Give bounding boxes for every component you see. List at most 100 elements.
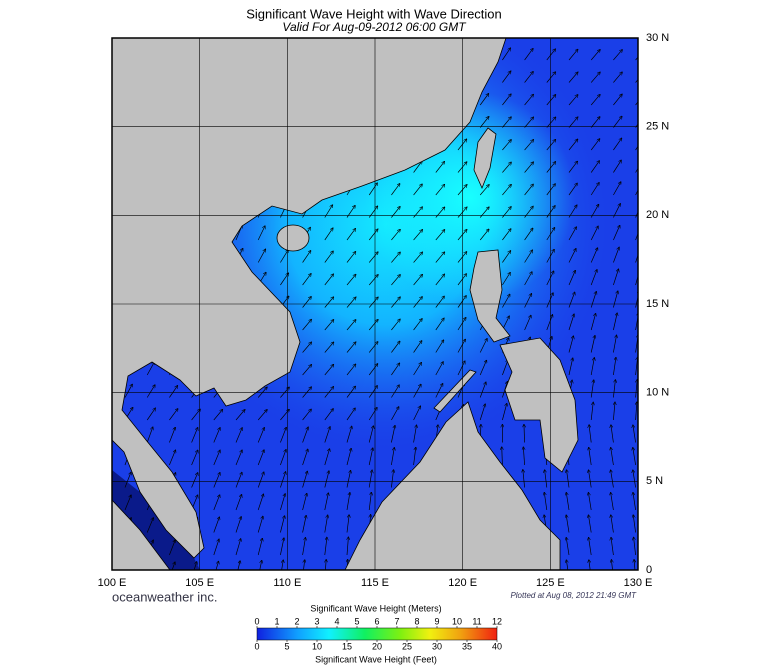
wave-arrow — [589, 447, 592, 466]
wave-arrow — [302, 515, 307, 533]
wave-arrow — [568, 95, 578, 106]
colorbar — [256, 627, 498, 641]
wave-arrow — [325, 560, 326, 570]
wave-arrow — [613, 72, 622, 83]
wave-arrow — [635, 123, 638, 128]
wave-arrow — [368, 470, 372, 488]
wave-arrow — [479, 339, 487, 353]
wave-arrow — [502, 251, 510, 263]
visayas-mindanao — [499, 337, 579, 473]
wave-arrow — [324, 365, 334, 376]
map-frame — [111, 37, 639, 571]
wave-arrow — [546, 140, 556, 151]
wave-arrow — [524, 94, 534, 106]
hainan — [276, 224, 310, 252]
feet-tick-label: 0 — [254, 641, 259, 651]
wave-arrow — [613, 380, 615, 398]
wave-arrow — [545, 470, 548, 488]
wave-arrow — [590, 117, 600, 128]
wave-arrow — [391, 385, 399, 398]
wave-arrow — [635, 145, 638, 151]
wave-arrow — [635, 167, 638, 173]
mainland — [112, 38, 507, 559]
wave-arrow — [590, 358, 594, 376]
taiwan — [473, 127, 497, 190]
wave-arrow — [546, 184, 555, 196]
wave-arrow — [324, 409, 333, 421]
wave-arrow — [568, 161, 577, 173]
meters-tick-label: 8 — [414, 616, 419, 626]
wave-arrow — [303, 560, 305, 570]
wave-arrow — [502, 447, 503, 466]
wave-arrow — [524, 272, 532, 286]
wave-arrow — [568, 183, 577, 196]
wave-arrow — [544, 492, 548, 511]
wave-arrow — [346, 274, 356, 286]
wave-arrow — [611, 560, 613, 570]
wave-arrow — [368, 408, 377, 421]
wave-arrow — [502, 94, 511, 106]
wave-arrow — [566, 538, 570, 556]
wave-arrow — [590, 226, 598, 241]
meters-tick-label: 5 — [354, 616, 359, 626]
wave-arrow — [588, 515, 592, 533]
wave-arrow — [635, 232, 638, 241]
subtitle: Valid For Aug-09-2012 06:00 GMT — [282, 20, 467, 34]
wave-arrow — [566, 560, 569, 570]
lon-label: 105 E — [185, 577, 214, 589]
wave-arrow — [368, 297, 378, 308]
wave-arrow — [502, 207, 511, 218]
wave-arrow — [590, 183, 599, 196]
wave-arrow — [546, 117, 556, 128]
wave-arrow — [435, 230, 445, 241]
wave-arrow — [280, 472, 285, 488]
wave-arrow — [613, 357, 616, 376]
wave-arrow — [636, 402, 637, 421]
wave-arrow — [213, 495, 220, 511]
wave-arrow — [368, 320, 378, 331]
wave-arrow — [590, 139, 599, 151]
wave-arrow — [391, 297, 400, 308]
wave-arrow — [566, 515, 570, 533]
wave-arrow — [124, 384, 132, 398]
lat-label: 5 N — [646, 475, 663, 487]
wave-arrow — [567, 470, 570, 488]
wave-arrow — [589, 538, 592, 556]
wave-arrow — [590, 380, 594, 398]
wave-arrow — [634, 537, 636, 556]
feet-tick-label: 30 — [432, 641, 442, 651]
wave-arrow — [633, 448, 636, 466]
wave-arrow — [633, 493, 636, 511]
wave-arrow — [346, 426, 352, 443]
wave-arrow — [302, 538, 306, 556]
meters-tick-label: 0 — [254, 616, 259, 626]
wave-arrow — [146, 362, 154, 376]
wave-arrow — [611, 470, 614, 488]
wave-arrow — [502, 48, 510, 61]
wave-arrow — [635, 253, 638, 263]
wave-arrow — [347, 537, 348, 556]
feet-tick-label: 25 — [402, 641, 412, 651]
wave-arrow — [257, 428, 264, 443]
wave-arrow — [457, 318, 466, 331]
wave-arrow — [568, 336, 573, 353]
lat-label: 25 N — [646, 121, 669, 133]
wave-arrow — [302, 342, 312, 353]
wave-arrow — [611, 425, 614, 443]
wave-arrow — [524, 425, 525, 443]
lon-label: 125 E — [536, 577, 565, 589]
wave-arrow — [324, 515, 328, 533]
wave-arrow — [633, 425, 636, 443]
wave-arrow — [546, 95, 556, 106]
wave-arrow — [346, 386, 355, 398]
colorbar-title: Significant Wave Height (Meters) — [310, 603, 441, 613]
wave-arrow — [524, 206, 533, 218]
wave-arrow — [435, 252, 445, 263]
wave-arrow — [346, 471, 351, 488]
wave-arrow — [391, 426, 395, 443]
wave-arrow — [391, 229, 400, 241]
wave-arrow — [435, 384, 443, 398]
wave-arrow — [502, 71, 510, 83]
wave-arrow — [257, 516, 263, 533]
wave-arrow — [568, 292, 575, 308]
